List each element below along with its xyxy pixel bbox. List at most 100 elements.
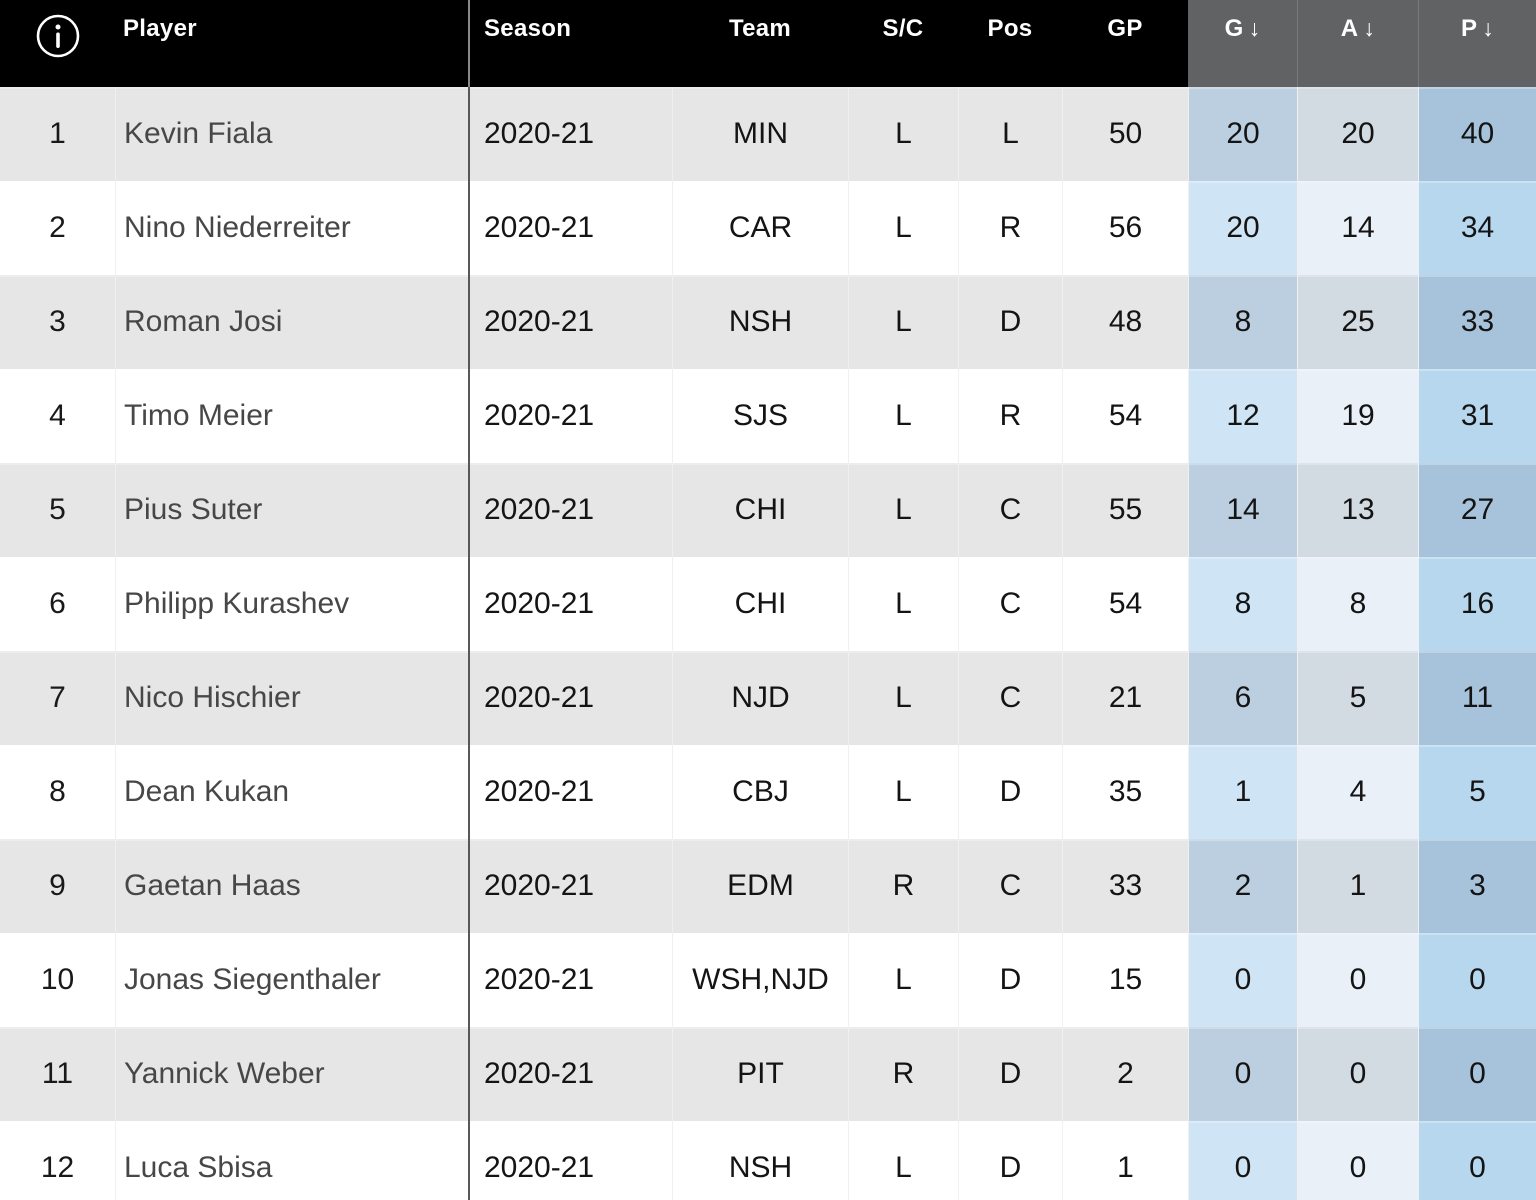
cell-a: 0 [1297,1121,1418,1200]
cell-sc: L [848,87,958,181]
cell-g: 12 [1188,369,1297,463]
column-header-goals[interactable]: G ↓ [1188,0,1297,87]
cell-gp: 54 [1062,369,1188,463]
table-row: 3 Roman Josi 2020-21 NSH L D 48 8 25 33 [0,275,1536,369]
column-header-label: P [1460,15,1478,42]
cell-player: Kevin Fiala [115,87,468,181]
cell-season: 2020-21 [468,651,672,745]
cell-player: Timo Meier [115,369,468,463]
cell-g: 0 [1188,1121,1297,1200]
cell-pos: C [958,557,1062,651]
cell-pos: C [958,651,1062,745]
cell-p: 3 [1418,839,1536,933]
cell-p: 40 [1418,87,1536,181]
cell-gp: 35 [1062,745,1188,839]
cell-a: 19 [1297,369,1418,463]
cell-rank: 7 [0,651,115,745]
table-row: 5 Pius Suter 2020-21 CHI L C 55 14 13 27 [0,463,1536,557]
cell-rank: 12 [0,1121,115,1200]
cell-team: EDM [672,839,848,933]
column-header-label: Pos [987,15,1033,42]
cell-season: 2020-21 [468,933,672,1027]
table-row: 6 Philipp Kurashev 2020-21 CHI L C 54 8 8 16 [0,557,1536,651]
cell-player: Philipp Kurashev [115,557,468,651]
column-header-label: G [1224,15,1244,42]
cell-rank: 8 [0,745,115,839]
cell-rank: 11 [0,1027,115,1121]
column-header-shoots-catches[interactable]: S/C [848,0,958,87]
cell-g: 0 [1188,1027,1297,1121]
table-row: 4 Timo Meier 2020-21 SJS L R 54 12 19 31 [0,369,1536,463]
cell-player: Pius Suter [115,463,468,557]
cell-pos: C [958,463,1062,557]
cell-team: CHI [672,463,848,557]
cell-gp: 54 [1062,557,1188,651]
table-row: 12 Luca Sbisa 2020-21 NSH L D 1 0 0 0 [0,1121,1536,1200]
column-header-season[interactable]: Season [468,0,672,87]
table-row: 2 Nino Niederreiter 2020-21 CAR L R 56 20 14 34 [0,181,1536,275]
table-header-row: Player Season Team S/C Pos GP G ↓ A ↓ P … [0,0,1536,87]
cell-pos: D [958,275,1062,369]
column-header-team[interactable]: Team [672,0,848,87]
cell-a: 14 [1297,181,1418,275]
cell-season: 2020-21 [468,839,672,933]
cell-pos: D [958,1121,1062,1200]
cell-a: 4 [1297,745,1418,839]
cell-rank: 4 [0,369,115,463]
cell-p: 34 [1418,181,1536,275]
cell-pos: D [958,745,1062,839]
cell-p: 0 [1418,1027,1536,1121]
cell-p: 27 [1418,463,1536,557]
table-row: 10 Jonas Siegenthaler 2020-21 WSH,NJD L D 15 0 0… [0,933,1536,1027]
cell-sc: L [848,745,958,839]
column-header-rank [0,0,115,87]
cell-player: Roman Josi [115,275,468,369]
column-header-position[interactable]: Pos [958,0,1062,87]
cell-p: 16 [1418,557,1536,651]
table-row: 8 Dean Kukan 2020-21 CBJ L D 35 1 4 5 [0,745,1536,839]
cell-pos: D [958,1027,1062,1121]
table-row: 11 Yannick Weber 2020-21 PIT R D 2 0 0 0 [0,1027,1536,1121]
cell-gp: 56 [1062,181,1188,275]
cell-sc: L [848,933,958,1027]
cell-sc: L [848,463,958,557]
cell-a: 1 [1297,839,1418,933]
cell-season: 2020-21 [468,463,672,557]
cell-sc: L [848,369,958,463]
cell-rank: 10 [0,933,115,1027]
cell-gp: 33 [1062,839,1188,933]
cell-team: WSH,NJD [672,933,848,1027]
cell-rank: 3 [0,275,115,369]
cell-team: NJD [672,651,848,745]
cell-gp: 15 [1062,933,1188,1027]
cell-sc: L [848,181,958,275]
cell-team: PIT [672,1027,848,1121]
cell-p: 31 [1418,369,1536,463]
cell-a: 20 [1297,87,1418,181]
column-header-label: A [1340,15,1359,42]
column-header-points[interactable]: P ↓ [1418,0,1536,87]
column-header-player[interactable]: Player [115,0,468,87]
cell-g: 1 [1188,745,1297,839]
info-icon[interactable] [35,13,81,59]
column-header-games-played[interactable]: GP [1062,0,1188,87]
column-header-label: Team [728,15,792,42]
cell-team: NSH [672,1121,848,1200]
column-header-assists[interactable]: A ↓ [1297,0,1418,87]
cell-rank: 1 [0,87,115,181]
cell-g: 14 [1188,463,1297,557]
table-row: 1 Kevin Fiala 2020-21 MIN L L 50 20 20 40 [0,87,1536,181]
cell-season: 2020-21 [468,1121,672,1200]
cell-a: 8 [1297,557,1418,651]
cell-a: 13 [1297,463,1418,557]
table-row: 9 Gaetan Haas 2020-21 EDM R C 33 2 1 3 [0,839,1536,933]
cell-rank: 5 [0,463,115,557]
cell-season: 2020-21 [468,557,672,651]
cell-sc: R [848,1027,958,1121]
cell-team: NSH [672,275,848,369]
cell-season: 2020-21 [468,745,672,839]
cell-player: Nico Hischier [115,651,468,745]
cell-g: 8 [1188,275,1297,369]
sort-desc-icon: ↓ [1363,15,1376,41]
